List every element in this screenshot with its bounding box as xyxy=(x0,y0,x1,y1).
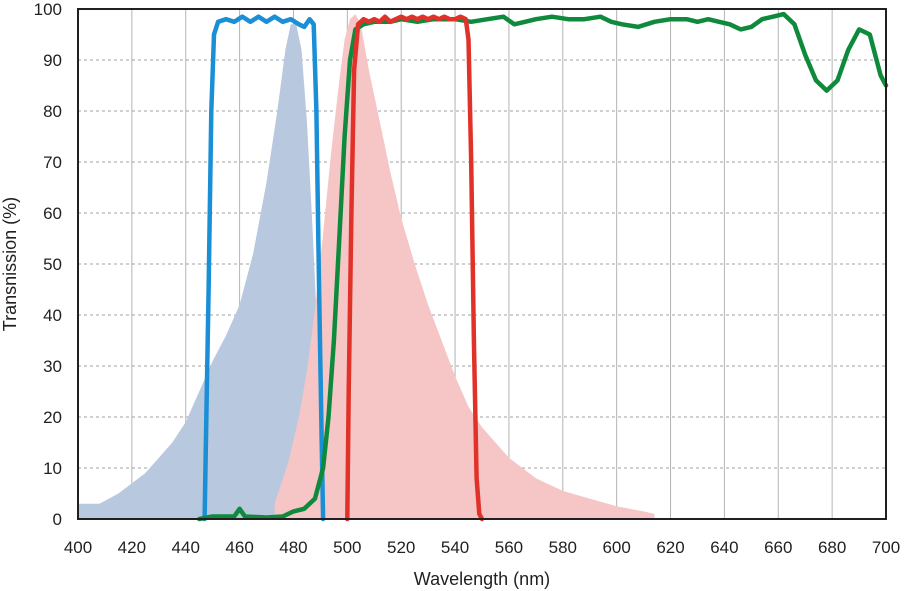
x-tick-label: 600 xyxy=(602,538,630,557)
x-tick-label: 420 xyxy=(118,538,146,557)
y-tick-label: 80 xyxy=(43,102,62,121)
y-tick-label: 0 xyxy=(53,510,62,529)
line-series-4 xyxy=(345,14,485,522)
y-tick-labels: 0 10 20 30 40 50 60 70 80 90 100 xyxy=(34,0,62,529)
x-tick-label: 660 xyxy=(764,538,792,557)
area-series-1 xyxy=(274,14,655,519)
y-tick-label: 20 xyxy=(43,408,62,427)
plot-frame xyxy=(77,8,887,520)
x-tick-label: 700 xyxy=(872,538,900,557)
x-tick-label: 620 xyxy=(656,538,684,557)
x-tick-label: 680 xyxy=(818,538,846,557)
y-tick-label: 40 xyxy=(43,306,62,325)
y-tick-label: 50 xyxy=(43,255,62,274)
x-tick-label: 440 xyxy=(172,538,200,557)
x-tick-label: 460 xyxy=(225,538,253,557)
x-tick-label: 480 xyxy=(279,538,307,557)
x-tick-label: 520 xyxy=(387,538,415,557)
x-axis-label: Wavelength (nm) xyxy=(414,569,550,589)
y-tick-label: 10 xyxy=(43,459,62,478)
series-lines xyxy=(196,11,889,522)
y-tick-label: 100 xyxy=(34,0,62,19)
grid xyxy=(78,9,886,519)
x-tick-label: 640 xyxy=(710,538,738,557)
filled-areas xyxy=(78,14,655,520)
area-series-0 xyxy=(78,24,348,520)
y-tick-label: 70 xyxy=(43,153,62,172)
y-tick-label: 30 xyxy=(43,357,62,376)
y-tick-label: 60 xyxy=(43,204,62,223)
line-series-2 xyxy=(202,14,326,522)
line-series-3 xyxy=(196,11,889,522)
y-axis-label: Transnission (%) xyxy=(0,197,20,331)
x-tick-label: 500 xyxy=(333,538,361,557)
x-tick-labels: 400 420 440 460 480 500 520 540 560 580 600 620 640 6… xyxy=(64,538,900,557)
x-tick-label: 540 xyxy=(441,538,469,557)
x-tick-label: 580 xyxy=(549,538,577,557)
x-tick-label: 560 xyxy=(495,538,523,557)
y-tick-label: 90 xyxy=(43,51,62,70)
x-tick-label: 400 xyxy=(64,538,92,557)
